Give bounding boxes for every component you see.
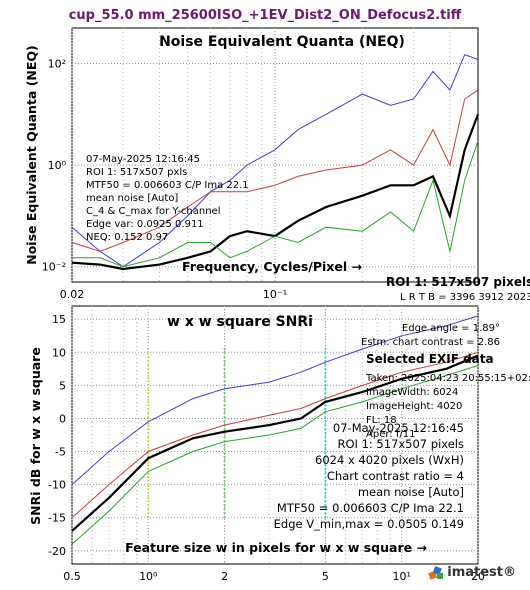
imatest-brand: imatest® bbox=[447, 565, 516, 580]
neq-series-1 bbox=[71, 89, 479, 252]
neq-y-axis-label: Noise Equivalent Quanta (NEQ) bbox=[24, 45, 39, 265]
exif-info-line-1: ImageWidth: 6024 bbox=[366, 387, 458, 398]
neq-x-tick-1: 10⁻¹ bbox=[263, 288, 287, 301]
snr-info-line-3: Chart contrast ratio = 4 bbox=[327, 469, 464, 483]
exif-info-block: Taken: 2025:04:23 20:55:15+02:00 ImageWid… bbox=[365, 373, 530, 440]
snr-x-tick-3: 5 bbox=[322, 570, 329, 583]
exif-info-line-3: FL: 18 bbox=[366, 415, 397, 426]
snr-info-line-0: 07-May-2025 12:16:45 bbox=[333, 421, 464, 435]
neq-info-line-1: ROI 1: 517x507 pxls bbox=[86, 167, 187, 178]
snr-info-line-2: 6024 x 4020 pixels (WxH) bbox=[315, 453, 464, 467]
snr-y-tick-4: 0 bbox=[59, 412, 66, 425]
snr-y-tick-2: -10 bbox=[48, 479, 66, 492]
snr-info-block: 07-May-2025 12:16:45 ROI 1: 517x507 pixel… bbox=[274, 421, 464, 531]
neq-info-line-6: NEQ: 0.152 0.97 bbox=[86, 232, 168, 243]
snr-series-3 bbox=[71, 365, 479, 545]
snr-y-tick-0: -20 bbox=[48, 545, 66, 558]
snr-series-2 bbox=[71, 354, 479, 532]
neq-info-line-3: mean noise [Auto] bbox=[86, 193, 178, 204]
neq-series-2 bbox=[71, 113, 480, 271]
neq-y-tick-1: 10⁰ bbox=[48, 159, 67, 172]
snr-chart: 0.5 10⁰ 2 5 10¹ 20 -20 -15 -10 -5 0 5 10 15 w x w squ… bbox=[28, 305, 530, 583]
neq-info-line-2: MTF50 = 0.006603 C/P Ima 22.1 bbox=[86, 180, 249, 191]
snr-info-line-5: MTF50 = 0.006603 C/P Ima 22.1 bbox=[277, 501, 464, 515]
roi-label: ROI 1: 517x507 pixels bbox=[386, 275, 530, 289]
neq-x-tick-0: 0.02 bbox=[60, 288, 85, 301]
neq-chart-title: Noise Equivalent Quanta (NEQ) bbox=[159, 34, 405, 50]
snr-y-tick-5: 5 bbox=[59, 379, 66, 392]
snr-x-tick-4: 10¹ bbox=[393, 570, 411, 583]
snr-chart-title: w x w square SNRi bbox=[167, 314, 313, 330]
exif-info-line-0: Taken: 2025:04:23 20:55:15+02:00 bbox=[365, 373, 530, 384]
file-title: cup_55.0 mm_25600ISO_+1EV_Dist2_ON_Defoc… bbox=[68, 8, 462, 23]
neq-grid bbox=[71, 28, 478, 282]
snr-info-line-4: mean noise [Auto] bbox=[358, 485, 464, 499]
snr-series-group bbox=[71, 315, 479, 545]
neq-series-0 bbox=[71, 53, 479, 268]
neq-tick-labels: 0.02 10⁻¹ 10⁻² 10⁰ 10² bbox=[42, 58, 287, 301]
snr-x-tick-2: 2 bbox=[221, 570, 228, 583]
lrtb-label: L R T B = 3396 3912 2023 2529 bbox=[400, 292, 530, 303]
snr-info-line-6: Edge V_min,max = 0.0505 0.149 bbox=[274, 517, 464, 531]
snr-info-line-1: ROI 1: 517x507 pixels bbox=[337, 437, 464, 451]
snr-y-tick-7: 15 bbox=[52, 313, 66, 326]
neq-y-tick-2: 10² bbox=[48, 58, 66, 71]
neq-x-axis-label: Frequency, Cycles/Pixel → bbox=[182, 259, 362, 274]
snr-y-tick-1: -15 bbox=[48, 512, 66, 525]
snr-y-tick-6: 10 bbox=[52, 346, 66, 359]
snr-y-tick-3: -5 bbox=[55, 446, 66, 459]
snr-info-top-block: Edge angle = 1.89° Estm. chart contrast =… bbox=[361, 323, 500, 348]
snr-series-1 bbox=[71, 351, 479, 519]
snr-info-top-line-1: Estm. chart contrast = 2.86 bbox=[361, 337, 500, 348]
neq-info-line-4: C_4 & C_max for Y-channel bbox=[86, 206, 220, 217]
snr-y-axis-label: SNRi dB for w x w square bbox=[28, 347, 43, 525]
neq-chart: 0.02 10⁻¹ 10⁻² 10⁰ 10² Noise Equivalent Quan… bbox=[24, 27, 480, 301]
snr-x-tick-0: 0.5 bbox=[63, 570, 81, 583]
snr-tick-labels: 0.5 10⁰ 2 5 10¹ 20 -20 -15 -10 -5 0 5 10 15 bbox=[48, 313, 485, 583]
exif-info-line-4: Aper: f/11 bbox=[366, 429, 415, 440]
snr-series-0 bbox=[71, 315, 479, 485]
snr-info-top-line-0: Edge angle = 1.89° bbox=[402, 323, 500, 334]
snr-grid bbox=[71, 306, 479, 564]
snr-x-axis-label: Feature size w in pixels for w x w squar… bbox=[125, 540, 427, 555]
exif-title: Selected EXIF data bbox=[366, 352, 494, 366]
snr-x-tick-5: 20 bbox=[471, 570, 485, 583]
neq-series-group bbox=[71, 53, 480, 271]
snr-plot-frame bbox=[71, 305, 479, 565]
neq-info-line-0: 07-May-2025 12:16:45 bbox=[86, 154, 200, 165]
neq-info-block: 07-May-2025 12:16:45 ROI 1: 517x507 pxls M… bbox=[86, 154, 249, 243]
imatest-logo-icon bbox=[428, 566, 443, 580]
exif-info-line-2: ImageHeight: 4020 bbox=[366, 401, 462, 412]
neq-y-tick-0: 10⁻² bbox=[42, 261, 66, 274]
snr-x-tick-1: 10⁰ bbox=[139, 570, 158, 583]
neq-info-line-5: Edge var: 0.0925 0.911 bbox=[86, 219, 204, 230]
neq-series-3 bbox=[72, 140, 479, 268]
